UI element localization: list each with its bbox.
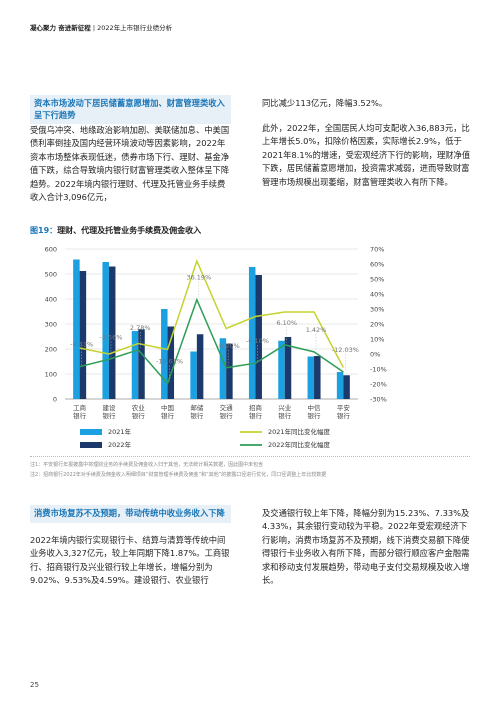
bar bbox=[167, 326, 175, 399]
line-data-label: -9.20% bbox=[217, 342, 240, 350]
y-right-tick-label: 50% bbox=[370, 275, 384, 283]
bar bbox=[190, 351, 197, 399]
x-tick-label: 邮储 bbox=[190, 403, 204, 412]
series-line bbox=[79, 297, 344, 385]
y-left-tick-label: 600 bbox=[45, 245, 57, 253]
y-right-tick-label: 30% bbox=[370, 305, 384, 313]
x-tick-label: 银行 bbox=[190, 411, 204, 420]
section1-right-paragraph-2: 此外，2022年，全国居民人均可支配收入36,883元，比上年增长5.0%，扣除… bbox=[262, 123, 471, 187]
x-tick-label: 银行 bbox=[308, 411, 322, 420]
figure-caption: 理财、代理及托管业务手续费及佣金收入 bbox=[57, 226, 202, 235]
header-bold: 凝心聚力 奋进新征程 bbox=[30, 24, 91, 32]
y-right-tick-label: 60% bbox=[370, 260, 384, 268]
legend-label: 2022年 bbox=[108, 440, 132, 449]
section1-heading: 资本市场波动下居民储蓄意愿增加、财富管理类收入呈下行趋势 bbox=[30, 95, 231, 124]
bar bbox=[102, 262, 109, 399]
x-tick-label: 银行 bbox=[278, 411, 292, 420]
y-left-tick-label: 300 bbox=[45, 320, 57, 328]
bar bbox=[248, 267, 256, 399]
series-line bbox=[79, 258, 345, 368]
x-tick-label: 银行 bbox=[337, 411, 351, 420]
line-data-label: -6.10% bbox=[246, 337, 269, 345]
line-data-label: -3.56% bbox=[99, 333, 122, 341]
x-tick-label: 农业 bbox=[132, 403, 146, 412]
x-tick-label: 银行 bbox=[220, 411, 234, 420]
y-right-tick-label: -10% bbox=[370, 365, 387, 373]
x-tick-label: 平安 bbox=[337, 403, 351, 412]
bar bbox=[278, 340, 285, 399]
line-data-label: -12.03% bbox=[332, 346, 359, 354]
y-right-tick-label: -30% bbox=[370, 395, 387, 403]
header-rest: | 2022年上市银行业绩分析 bbox=[92, 24, 173, 32]
section1-left-paragraph: 受俄乌冲突、地缘政治影响加剧、美联储加息、中美国债利率倒挂及国内经营环境波动等因… bbox=[30, 125, 230, 203]
x-tick-label: 建设 bbox=[102, 403, 116, 412]
notes-divider bbox=[30, 456, 470, 457]
bar bbox=[131, 331, 139, 399]
y-left-tick-label: 200 bbox=[45, 345, 57, 353]
y-right-tick-label: -20% bbox=[370, 380, 387, 388]
section2-heading: 消费市场复苏不及预期，带动传统中收业务收入下降 bbox=[30, 505, 231, 523]
bar bbox=[138, 329, 145, 399]
combo-chart: 0 100 200 300 400 500 600 -30% -20% -10% 0% 10% 20% 3… bbox=[45, 245, 387, 449]
x-tick-label: 招商 bbox=[249, 403, 263, 412]
legend-label: 2021年 bbox=[108, 427, 132, 436]
legend-label: 2021年同比变化幅度 bbox=[268, 427, 331, 436]
note-2: 注2：招商银行2022年对手续费及佣金收入明细项目“财富管理手续费及佣金”和“其… bbox=[30, 472, 327, 478]
section2-left-paragraph: 2022年境内银行实现银行卡、结算与清算等传统中间业务收入3,327亿元，较上年… bbox=[30, 535, 230, 586]
line-data-label: 2.78% bbox=[130, 324, 151, 332]
bar bbox=[196, 334, 204, 399]
legend-swatch bbox=[80, 429, 102, 435]
x-tick-label: 中信 bbox=[308, 403, 322, 412]
bar bbox=[73, 259, 80, 399]
line-data-label: 36.19% bbox=[186, 274, 211, 282]
y-left-tick-label: 500 bbox=[45, 270, 57, 278]
y-right-tick-label: 70% bbox=[370, 245, 384, 253]
section1-right-paragraph-1: 同比减少113亿元，降幅3.52%。 bbox=[262, 98, 388, 108]
page-number: 25 bbox=[30, 681, 39, 689]
y-right-tick-label: 20% bbox=[370, 320, 384, 328]
figure-number: 图19： bbox=[30, 226, 58, 235]
x-tick-label: 兴业 bbox=[278, 403, 292, 412]
legend-label: 2022年同比变化幅度 bbox=[268, 440, 331, 449]
bar bbox=[336, 372, 344, 399]
y-left-tick-label: 100 bbox=[45, 370, 57, 378]
figure-title: 图19：理财、代理及托管业务手续费及佣金收入 bbox=[30, 225, 201, 236]
section2-right-paragraph: 及交通银行较上年下降，降幅分别为15.23%、7.33%及4.33%，其余银行变… bbox=[262, 508, 470, 586]
note-1: 注1：平安银行年报披露中将理财业务的手续费及佣金收入归于其他，无法统计相关数据，… bbox=[30, 462, 264, 468]
line-data-label: -8.41% bbox=[70, 341, 93, 349]
bar bbox=[161, 309, 168, 399]
y-left-tick-label: 400 bbox=[45, 295, 57, 303]
line-data-label: -19.61% bbox=[156, 357, 183, 365]
line-data-label: 1.42% bbox=[306, 326, 327, 334]
y-right-tick-label: 0% bbox=[370, 350, 380, 358]
x-tick-label: 银行 bbox=[161, 411, 175, 420]
line-data-label: 6.10% bbox=[276, 319, 297, 327]
bar bbox=[255, 275, 262, 399]
legend-swatch bbox=[80, 442, 102, 448]
running-header: 凝心聚力 奋进新征程 | 2022年上市银行业绩分析 bbox=[30, 22, 172, 32]
x-tick-label: 交通 bbox=[220, 403, 234, 412]
bar bbox=[219, 338, 227, 399]
y-right-tick-label: 40% bbox=[370, 290, 384, 298]
x-tick-label: 银行 bbox=[73, 411, 87, 420]
bar bbox=[284, 337, 292, 399]
bar bbox=[343, 375, 350, 399]
x-tick-label: 中国 bbox=[161, 403, 174, 412]
bar bbox=[108, 266, 116, 399]
bar bbox=[79, 271, 87, 399]
x-tick-label: 银行 bbox=[249, 411, 263, 420]
bar bbox=[314, 356, 321, 399]
bar bbox=[226, 343, 233, 399]
y-right-tick-label: 10% bbox=[370, 335, 384, 343]
x-tick-label: 银行 bbox=[132, 411, 146, 420]
x-tick-label: 工商 bbox=[73, 403, 87, 412]
y-left-tick-label: 0 bbox=[53, 395, 57, 403]
x-tick-label: 银行 bbox=[102, 411, 116, 420]
bar bbox=[307, 356, 315, 399]
